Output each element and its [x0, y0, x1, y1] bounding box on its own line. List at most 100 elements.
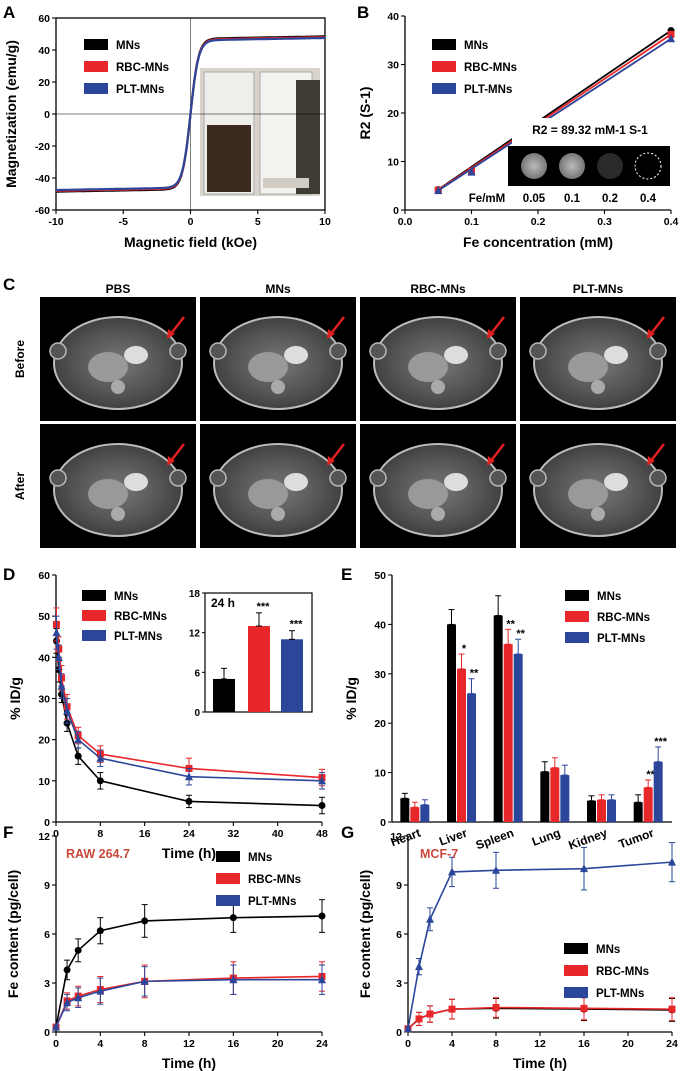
- marker-triangle: [74, 993, 83, 1002]
- legend-swatch: [565, 590, 589, 601]
- marker-triangle: [668, 857, 676, 866]
- x-tick-label: 0.2: [531, 216, 546, 228]
- phantom-value: 0.1: [564, 193, 581, 205]
- marker-square: [426, 1010, 434, 1018]
- x-tick-label: 0: [188, 216, 194, 228]
- tumor-arrowhead: [327, 456, 335, 466]
- significance-mark: **: [506, 618, 515, 630]
- organ-bright: [604, 346, 628, 364]
- significance-mark: **: [470, 668, 479, 680]
- panel-letter-c: C: [3, 275, 15, 294]
- y-tick-label: 12: [390, 831, 402, 843]
- marker-circle: [229, 914, 237, 922]
- y-axis-label: % ID/g: [7, 677, 23, 720]
- phantom-well: [635, 153, 661, 179]
- x-axis-label: Fe concentration (mM): [463, 234, 613, 250]
- legend-swatch: [564, 943, 588, 954]
- marker-triangle: [96, 753, 105, 762]
- legend-label: PLT-MNs: [114, 631, 162, 643]
- inset-y-tick-label: 12: [189, 629, 201, 640]
- spine: [271, 380, 285, 394]
- marker-square: [492, 1004, 500, 1011]
- organ-region: [88, 479, 128, 509]
- spine: [591, 507, 605, 521]
- marker-triangle: [74, 735, 83, 744]
- legend-swatch: [84, 39, 108, 50]
- tumor-arrow: [489, 443, 505, 463]
- bar-kidney-plt-mns: [607, 799, 616, 822]
- panel-g-mcf7-uptake-chart: 0 4 8 12 16 20 24 0 3 6 9 12 MNs RBC-MNs PLT-MNs MCF-7 T…: [357, 831, 678, 1071]
- y-tick-label: 20: [38, 735, 50, 747]
- y-tick-label: 3: [396, 978, 402, 990]
- annotation-bg: [512, 118, 672, 150]
- tumor-arrow: [329, 443, 345, 463]
- y-axis-label: Fe content (pg/cell): [5, 870, 21, 998]
- legend-swatch: [565, 611, 589, 622]
- legend-swatch: [84, 83, 108, 94]
- organ-region: [408, 352, 448, 382]
- legend-label: MNs: [114, 591, 138, 603]
- mri-column-label: MNs: [265, 282, 291, 296]
- marker-square: [668, 1005, 676, 1013]
- phantom-value: 0.05: [523, 193, 546, 205]
- mouse-limb: [49, 469, 67, 487]
- x-tick-label: 0: [405, 1038, 411, 1050]
- mouse-limb: [369, 469, 387, 487]
- legend-swatch: [82, 630, 106, 641]
- legend-swatch: [432, 83, 456, 94]
- legend-label: RBC-MNs: [116, 62, 169, 74]
- marker-circle: [96, 777, 104, 785]
- significance-mark: **: [516, 628, 525, 640]
- organ-bright: [124, 473, 148, 491]
- organ-bright: [284, 346, 308, 364]
- organ-bright: [444, 346, 468, 364]
- panel-letter-a: A: [3, 3, 15, 22]
- y-axis-label: % ID/g: [343, 677, 359, 720]
- tumor-arrowhead: [327, 329, 335, 339]
- x-tick-label: 16: [227, 1038, 239, 1050]
- y-tick-label: 20: [38, 77, 50, 89]
- y-tick-label: 30: [38, 694, 50, 706]
- spine: [431, 380, 445, 394]
- r2-annotation: R2 = 89.32 mM-1 S-1: [532, 123, 648, 137]
- inset-y-tick-label: 6: [194, 668, 200, 679]
- y-tick-label: 40: [38, 45, 50, 57]
- marker-triangle: [448, 867, 456, 876]
- y-tick-label: 0: [396, 1027, 402, 1039]
- legend-label: PLT-MNs: [248, 896, 296, 908]
- x-tick-label: -5: [119, 216, 128, 228]
- phantom-value: 0.2: [602, 193, 618, 205]
- y-tick-label: 60: [38, 570, 50, 582]
- x-tick-label: 32: [227, 828, 239, 840]
- mouse-limb: [529, 469, 547, 487]
- legend-swatch: [216, 873, 240, 884]
- bar-liver-mns: [447, 624, 456, 822]
- mouse-limb: [49, 342, 67, 360]
- organ-region: [568, 352, 608, 382]
- bar-heart-plt-mns: [420, 804, 430, 822]
- x-category-label: Liver: [437, 826, 469, 849]
- organ-bright: [604, 473, 628, 491]
- mouse-limb: [369, 342, 387, 360]
- x-tick-label: 8: [493, 1038, 499, 1050]
- y-tick-label: 0: [44, 109, 50, 121]
- significance-mark: **: [646, 769, 655, 781]
- x-tick-label: 16: [578, 1038, 590, 1050]
- bar-kidney-rbc-mns: [597, 799, 606, 822]
- marker-triangle: [492, 865, 500, 874]
- phantom-well: [559, 153, 585, 179]
- y-tick-label: 20: [387, 108, 399, 120]
- y-axis-label: R2 (S-1): [357, 87, 373, 140]
- inset-bar: [248, 626, 270, 712]
- organ-bright: [444, 473, 468, 491]
- tumor-arrowhead: [487, 329, 495, 339]
- x-tick-label: 5: [255, 216, 261, 228]
- y-tick-label: 60: [38, 13, 50, 25]
- x-tick-label: -10: [48, 216, 63, 228]
- marker-triangle: [52, 628, 61, 637]
- x-axis-label: Time (h): [162, 1055, 216, 1071]
- legend-swatch: [216, 851, 240, 862]
- spine: [111, 507, 125, 521]
- y-tick-label: 0: [44, 1027, 50, 1039]
- spine: [431, 507, 445, 521]
